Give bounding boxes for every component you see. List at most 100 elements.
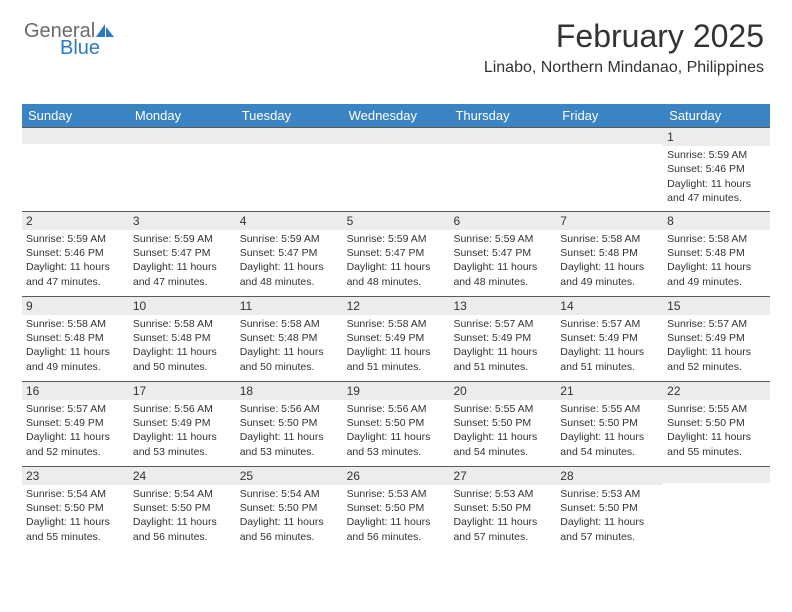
- day-header-fri: Friday: [556, 104, 663, 127]
- day-number: 23: [22, 467, 129, 485]
- sunset-text: Sunset: 5:47 PM: [133, 246, 232, 260]
- daylight-text: Daylight: 11 hours and 56 minutes.: [240, 515, 339, 543]
- day-number: [449, 128, 556, 144]
- sunset-text: Sunset: 5:48 PM: [560, 246, 659, 260]
- logo-block: General Blue: [24, 20, 117, 60]
- day-number: 2: [22, 212, 129, 230]
- day-cell: [556, 128, 663, 211]
- daylight-text: Daylight: 11 hours and 50 minutes.: [240, 345, 339, 373]
- day-number: 1: [663, 128, 770, 146]
- daylight-text: Daylight: 11 hours and 48 minutes.: [347, 260, 446, 288]
- sunrise-text: Sunrise: 5:59 AM: [667, 148, 766, 162]
- day-details: Sunrise: 5:58 AMSunset: 5:48 PMDaylight:…: [22, 315, 129, 380]
- sunset-text: Sunset: 5:50 PM: [453, 501, 552, 515]
- daylight-text: Daylight: 11 hours and 49 minutes.: [560, 260, 659, 288]
- daylight-text: Daylight: 11 hours and 47 minutes.: [26, 260, 125, 288]
- location-text: Linabo, Northern Mindanao, Philippines: [484, 59, 764, 77]
- sunrise-text: Sunrise: 5:57 AM: [560, 317, 659, 331]
- weeks-container: 1Sunrise: 5:59 AMSunset: 5:46 PMDaylight…: [22, 127, 770, 551]
- daylight-text: Daylight: 11 hours and 47 minutes.: [133, 260, 232, 288]
- day-cell: [343, 128, 450, 211]
- day-cell: 5Sunrise: 5:59 AMSunset: 5:47 PMDaylight…: [343, 212, 450, 296]
- day-header-mon: Monday: [129, 104, 236, 127]
- day-details: Sunrise: 5:59 AMSunset: 5:47 PMDaylight:…: [343, 230, 450, 295]
- daylight-text: Daylight: 11 hours and 49 minutes.: [26, 345, 125, 373]
- day-details: Sunrise: 5:57 AMSunset: 5:49 PMDaylight:…: [556, 315, 663, 380]
- day-cell: 20Sunrise: 5:55 AMSunset: 5:50 PMDayligh…: [449, 382, 556, 466]
- day-number: 12: [343, 297, 450, 315]
- sunrise-text: Sunrise: 5:58 AM: [240, 317, 339, 331]
- day-number: 28: [556, 467, 663, 485]
- day-cell: [663, 467, 770, 551]
- sunset-text: Sunset: 5:49 PM: [560, 331, 659, 345]
- week-row: 2Sunrise: 5:59 AMSunset: 5:46 PMDaylight…: [22, 211, 770, 296]
- day-details: Sunrise: 5:58 AMSunset: 5:48 PMDaylight:…: [556, 230, 663, 295]
- day-details: Sunrise: 5:58 AMSunset: 5:48 PMDaylight:…: [129, 315, 236, 380]
- day-details: Sunrise: 5:57 AMSunset: 5:49 PMDaylight:…: [449, 315, 556, 380]
- day-details: [129, 144, 236, 152]
- sunrise-text: Sunrise: 5:57 AM: [453, 317, 552, 331]
- sunrise-text: Sunrise: 5:56 AM: [133, 402, 232, 416]
- day-details: Sunrise: 5:54 AMSunset: 5:50 PMDaylight:…: [22, 485, 129, 550]
- day-details: Sunrise: 5:54 AMSunset: 5:50 PMDaylight:…: [236, 485, 343, 550]
- day-number: [236, 128, 343, 144]
- day-header-tue: Tuesday: [236, 104, 343, 127]
- sunset-text: Sunset: 5:48 PM: [240, 331, 339, 345]
- sunset-text: Sunset: 5:48 PM: [133, 331, 232, 345]
- sunset-text: Sunset: 5:50 PM: [560, 416, 659, 430]
- sunrise-text: Sunrise: 5:58 AM: [667, 232, 766, 246]
- day-cell: 26Sunrise: 5:53 AMSunset: 5:50 PMDayligh…: [343, 467, 450, 551]
- day-details: Sunrise: 5:56 AMSunset: 5:50 PMDaylight:…: [236, 400, 343, 465]
- sunrise-text: Sunrise: 5:53 AM: [560, 487, 659, 501]
- day-number: 18: [236, 382, 343, 400]
- daylight-text: Daylight: 11 hours and 53 minutes.: [347, 430, 446, 458]
- daylight-text: Daylight: 11 hours and 57 minutes.: [560, 515, 659, 543]
- sunset-text: Sunset: 5:50 PM: [26, 501, 125, 515]
- day-cell: 4Sunrise: 5:59 AMSunset: 5:47 PMDaylight…: [236, 212, 343, 296]
- week-row: 16Sunrise: 5:57 AMSunset: 5:49 PMDayligh…: [22, 381, 770, 466]
- sunrise-text: Sunrise: 5:59 AM: [240, 232, 339, 246]
- daylight-text: Daylight: 11 hours and 53 minutes.: [240, 430, 339, 458]
- day-number: 4: [236, 212, 343, 230]
- daylight-text: Daylight: 11 hours and 55 minutes.: [667, 430, 766, 458]
- day-cell: 17Sunrise: 5:56 AMSunset: 5:49 PMDayligh…: [129, 382, 236, 466]
- day-details: Sunrise: 5:53 AMSunset: 5:50 PMDaylight:…: [343, 485, 450, 550]
- day-header-sat: Saturday: [663, 104, 770, 127]
- day-header-thu: Thursday: [449, 104, 556, 127]
- day-number: 26: [343, 467, 450, 485]
- sunset-text: Sunset: 5:50 PM: [560, 501, 659, 515]
- day-details: Sunrise: 5:55 AMSunset: 5:50 PMDaylight:…: [449, 400, 556, 465]
- day-details: Sunrise: 5:56 AMSunset: 5:50 PMDaylight:…: [343, 400, 450, 465]
- day-cell: [22, 128, 129, 211]
- day-details: Sunrise: 5:53 AMSunset: 5:50 PMDaylight:…: [449, 485, 556, 550]
- sunrise-text: Sunrise: 5:59 AM: [133, 232, 232, 246]
- day-cell: 19Sunrise: 5:56 AMSunset: 5:50 PMDayligh…: [343, 382, 450, 466]
- day-details: [663, 483, 770, 491]
- sunrise-text: Sunrise: 5:58 AM: [560, 232, 659, 246]
- day-cell: 11Sunrise: 5:58 AMSunset: 5:48 PMDayligh…: [236, 297, 343, 381]
- daylight-text: Daylight: 11 hours and 50 minutes.: [133, 345, 232, 373]
- sunrise-text: Sunrise: 5:53 AM: [347, 487, 446, 501]
- day-cell: 22Sunrise: 5:55 AMSunset: 5:50 PMDayligh…: [663, 382, 770, 466]
- sunrise-text: Sunrise: 5:58 AM: [26, 317, 125, 331]
- sunset-text: Sunset: 5:49 PM: [26, 416, 125, 430]
- header-right: February 2025 Linabo, Northern Mindanao,…: [484, 18, 764, 77]
- day-cell: 1Sunrise: 5:59 AMSunset: 5:46 PMDaylight…: [663, 128, 770, 211]
- sunrise-text: Sunrise: 5:58 AM: [347, 317, 446, 331]
- day-cell: 25Sunrise: 5:54 AMSunset: 5:50 PMDayligh…: [236, 467, 343, 551]
- day-number: 9: [22, 297, 129, 315]
- day-number: 7: [556, 212, 663, 230]
- day-details: Sunrise: 5:58 AMSunset: 5:49 PMDaylight:…: [343, 315, 450, 380]
- logo-text-blue2: Blue: [60, 37, 117, 60]
- day-cell: 14Sunrise: 5:57 AMSunset: 5:49 PMDayligh…: [556, 297, 663, 381]
- day-number: [129, 128, 236, 144]
- day-details: Sunrise: 5:57 AMSunset: 5:49 PMDaylight:…: [663, 315, 770, 380]
- sunrise-text: Sunrise: 5:58 AM: [133, 317, 232, 331]
- sunset-text: Sunset: 5:50 PM: [133, 501, 232, 515]
- sunset-text: Sunset: 5:47 PM: [453, 246, 552, 260]
- day-number: 14: [556, 297, 663, 315]
- day-number: 20: [449, 382, 556, 400]
- sunset-text: Sunset: 5:47 PM: [240, 246, 339, 260]
- day-number: 6: [449, 212, 556, 230]
- day-details: Sunrise: 5:54 AMSunset: 5:50 PMDaylight:…: [129, 485, 236, 550]
